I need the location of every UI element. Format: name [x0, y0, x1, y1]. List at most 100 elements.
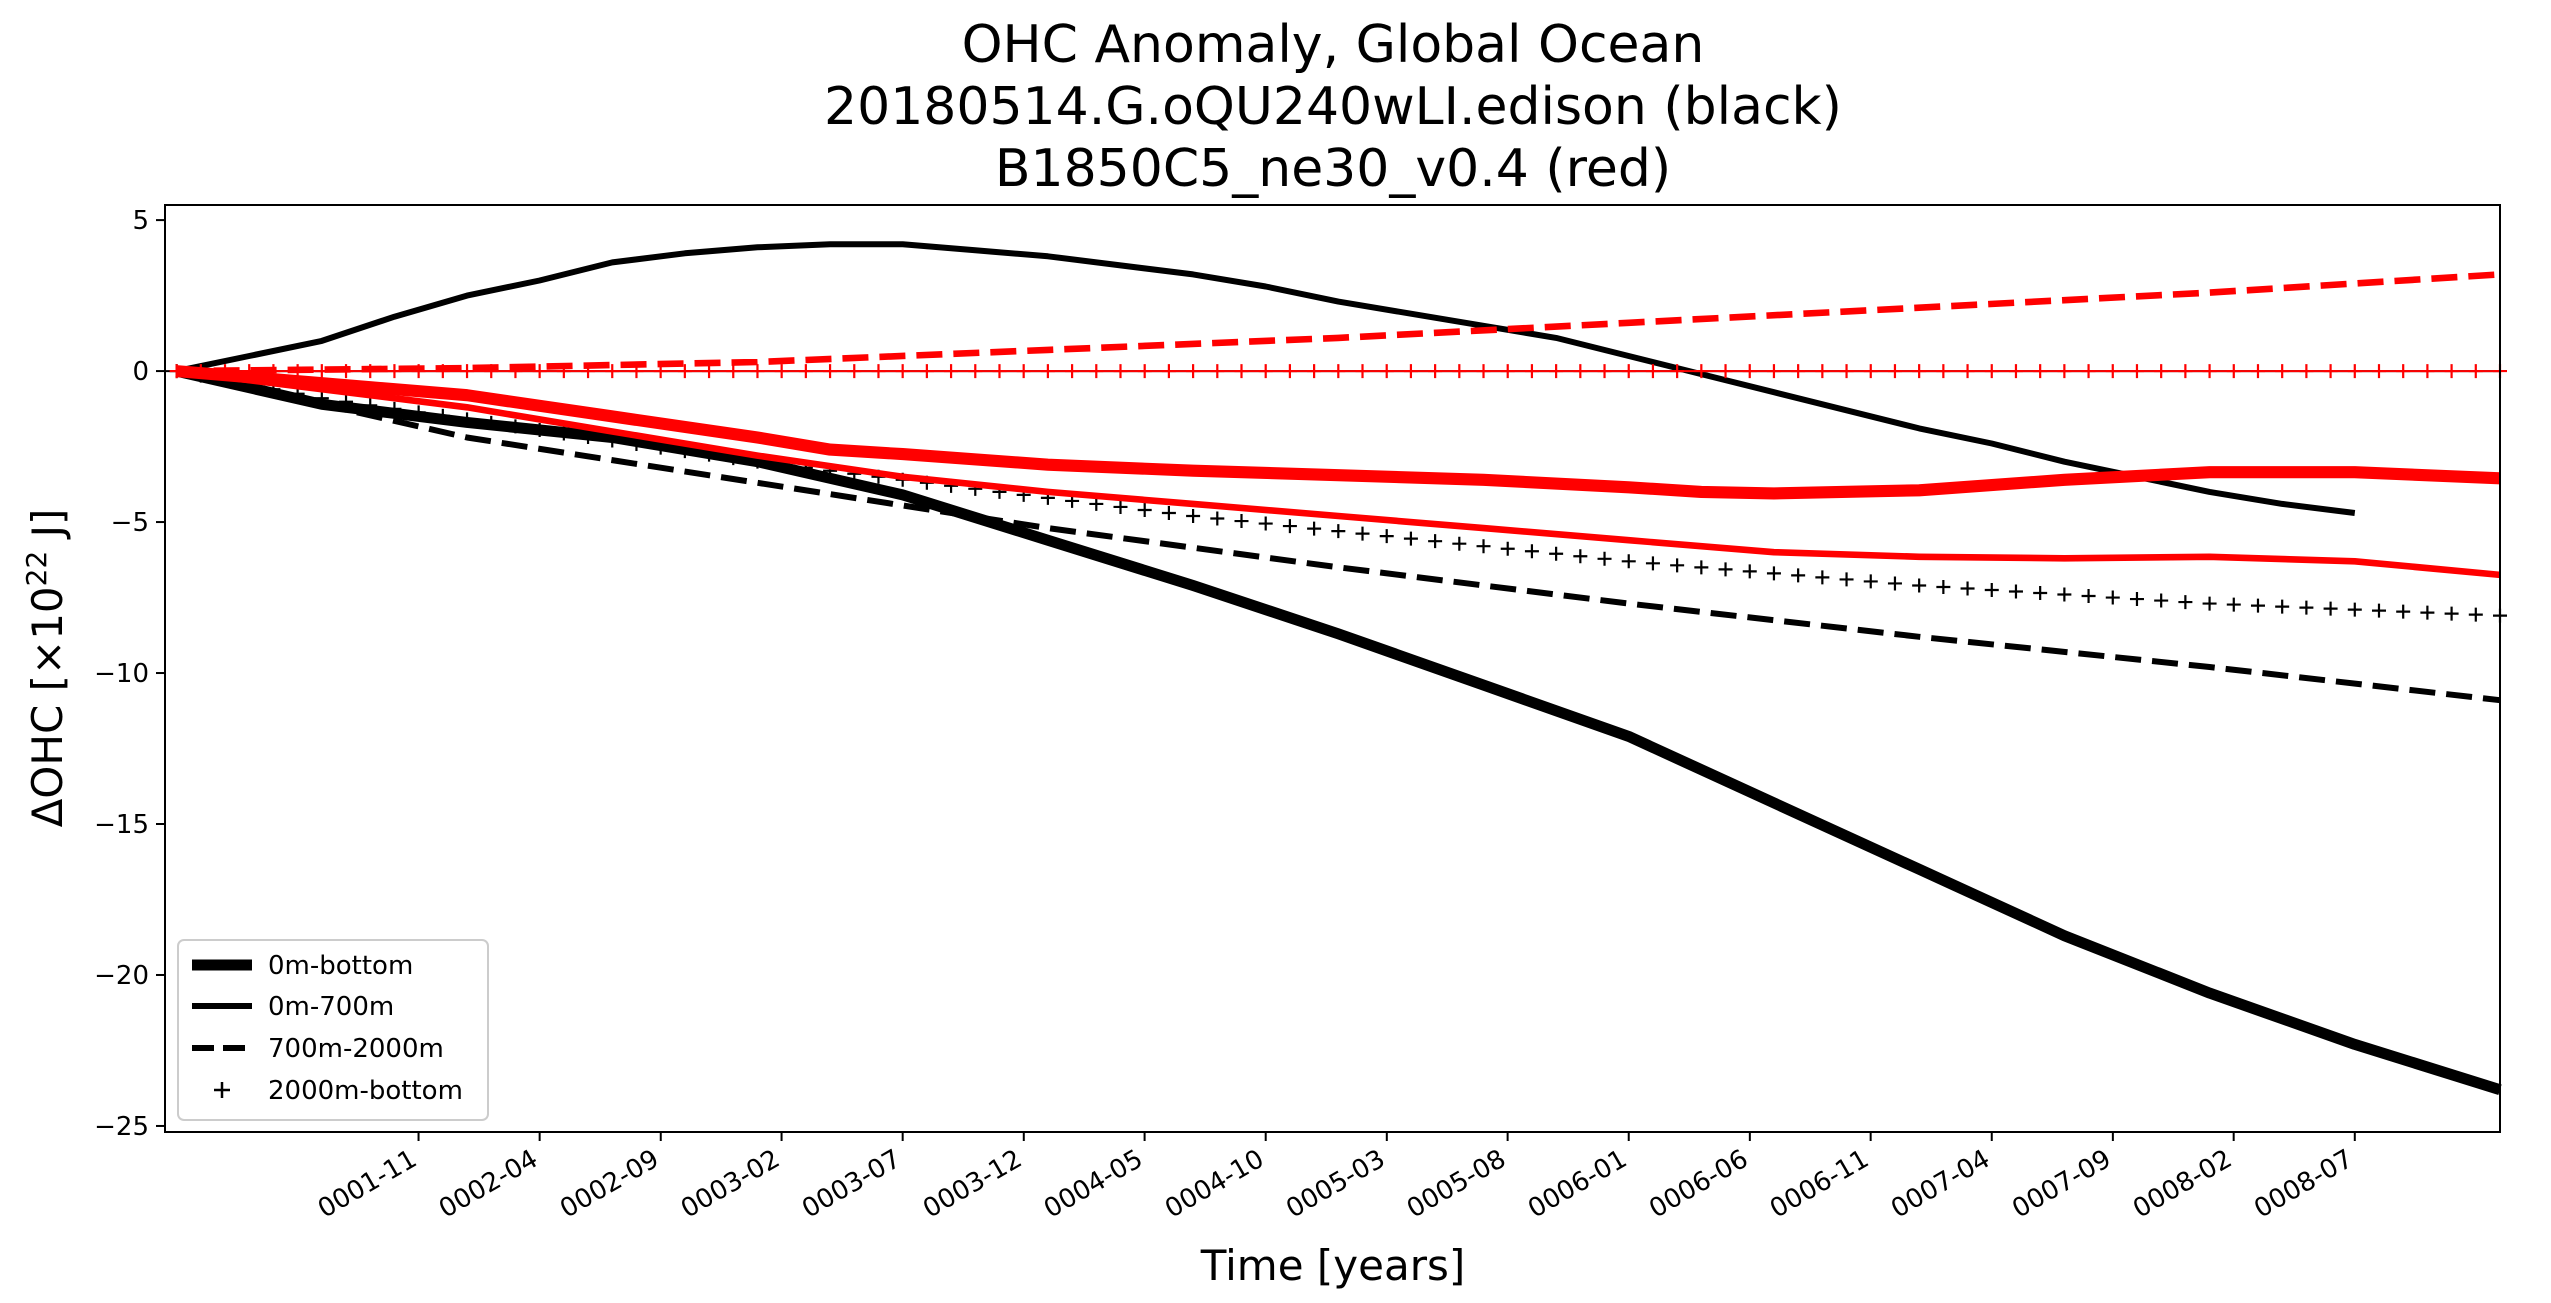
plus-marker: [1815, 570, 1830, 585]
plus-marker: [1839, 572, 1854, 587]
plus-marker: [314, 364, 329, 379]
plus-marker: [871, 364, 886, 379]
legend-label-0m-bottom: 0m-bottom: [268, 951, 413, 981]
plus-marker: [460, 412, 475, 427]
plus-marker: [1331, 524, 1346, 539]
plot-frame: [164, 204, 2501, 1133]
plus-marker: [653, 364, 668, 379]
plus-marker: [435, 408, 450, 423]
plus-marker: [242, 364, 257, 379]
plus-marker: [1307, 364, 1322, 379]
plus-marker: [218, 364, 233, 379]
plus-marker: [798, 364, 813, 379]
plus-marker: [532, 422, 547, 437]
plus-marker: [1742, 364, 1757, 379]
series-run2-plus: [169, 364, 2507, 379]
plus-marker: [2178, 595, 2193, 610]
plus-marker: [2105, 364, 2120, 379]
plus-marker: [1815, 364, 1830, 379]
y-tick-label: 0: [132, 357, 149, 387]
plus-marker: [2371, 364, 2386, 379]
series-run1-dashed: [175, 368, 2501, 704]
plus-marker: [677, 364, 692, 379]
plus-marker: [1137, 364, 1152, 379]
plus-marker: [1428, 534, 1443, 549]
plus-marker: [1839, 364, 1854, 379]
plus-marker: [1258, 516, 1273, 531]
plus-marker: [1791, 568, 1806, 583]
chart-title-line-3: B1850C5_ne30_v0.4 (red): [995, 139, 1671, 199]
plus-marker: [1742, 564, 1757, 579]
plus-marker: [1210, 364, 1225, 379]
plus-marker: [2033, 364, 2048, 379]
plus-marker: [2154, 593, 2169, 608]
y-tick-label: −10: [94, 659, 149, 689]
series-line: [175, 241, 2356, 516]
y-tick-label: 5: [132, 206, 149, 236]
plus-marker: [2444, 364, 2459, 379]
plus-marker: [2033, 586, 2048, 601]
plus-marker: [2347, 602, 2362, 617]
plus-marker: [1645, 556, 1660, 571]
plus-marker: [1694, 364, 1709, 379]
plus-marker: [411, 405, 426, 420]
plus-marker: [1984, 582, 1999, 597]
chart-title-line-2: 20180514.G.oQU240wLI.edison (black): [824, 77, 1842, 137]
plus-marker: [1887, 576, 1902, 591]
plus-marker: [484, 364, 499, 379]
plus-marker: [1645, 364, 1660, 379]
plus-marker: [1936, 579, 1951, 594]
plus-marker: [2250, 364, 2265, 379]
plus-marker: [944, 364, 959, 379]
plus-marker: [1500, 541, 1515, 556]
plus-marker: [1718, 562, 1733, 577]
plus-marker: [1161, 505, 1176, 520]
plus-marker: [460, 364, 475, 379]
plus-marker: [750, 364, 765, 379]
plus-marker: [774, 364, 789, 379]
plus-marker: [1452, 364, 1467, 379]
y-axis-label-tail: J]: [23, 509, 72, 551]
plus-marker: [1476, 539, 1491, 554]
plus-marker: [193, 364, 208, 379]
plus-marker: [1887, 364, 1902, 379]
plus-marker: [1403, 364, 1418, 379]
plus-marker: [581, 430, 596, 445]
plus-marker: [1331, 364, 1346, 379]
plus-marker: [1282, 364, 1297, 379]
y-tick-label: −15: [94, 810, 149, 840]
plus-marker: [1258, 364, 1273, 379]
plus-marker: [605, 433, 620, 448]
plus-marker: [1113, 499, 1128, 514]
plus-marker: [2420, 364, 2435, 379]
plus-marker: [2154, 364, 2169, 379]
plus-marker: [1524, 364, 1539, 379]
plus-marker: [387, 364, 402, 379]
plus-marker: [1960, 581, 1975, 596]
legend-label-2000m-bottom: 2000m-bottom: [268, 1076, 463, 1106]
plot-area: [165, 241, 2507, 1095]
plus-marker: [629, 437, 644, 452]
plus-marker: [508, 419, 523, 434]
plus-marker: [1863, 364, 1878, 379]
plus-marker: [1670, 558, 1685, 573]
y-axis-ticks: 5 0 −5 −10 −15 −20 −25: [94, 206, 165, 1142]
plus-marker: [1016, 364, 1031, 379]
plus-marker: [387, 401, 402, 416]
plus-marker: [1984, 364, 1999, 379]
plus-marker: [1766, 566, 1781, 581]
plus-marker: [1863, 574, 1878, 589]
plus-marker: [2444, 606, 2459, 621]
plus-marker: [1355, 526, 1370, 541]
plus-marker: [1379, 364, 1394, 379]
plus-marker: [726, 364, 741, 379]
plus-marker: [2081, 364, 2096, 379]
plus-marker: [895, 364, 910, 379]
plus-marker: [1791, 364, 1806, 379]
plus-marker: [968, 364, 983, 379]
plus-marker: [1089, 364, 1104, 379]
plus-marker: [339, 364, 354, 379]
plus-marker: [2468, 364, 2483, 379]
x-axis-label: Time [years]: [1200, 1241, 1466, 1290]
plus-marker: [1137, 502, 1152, 517]
